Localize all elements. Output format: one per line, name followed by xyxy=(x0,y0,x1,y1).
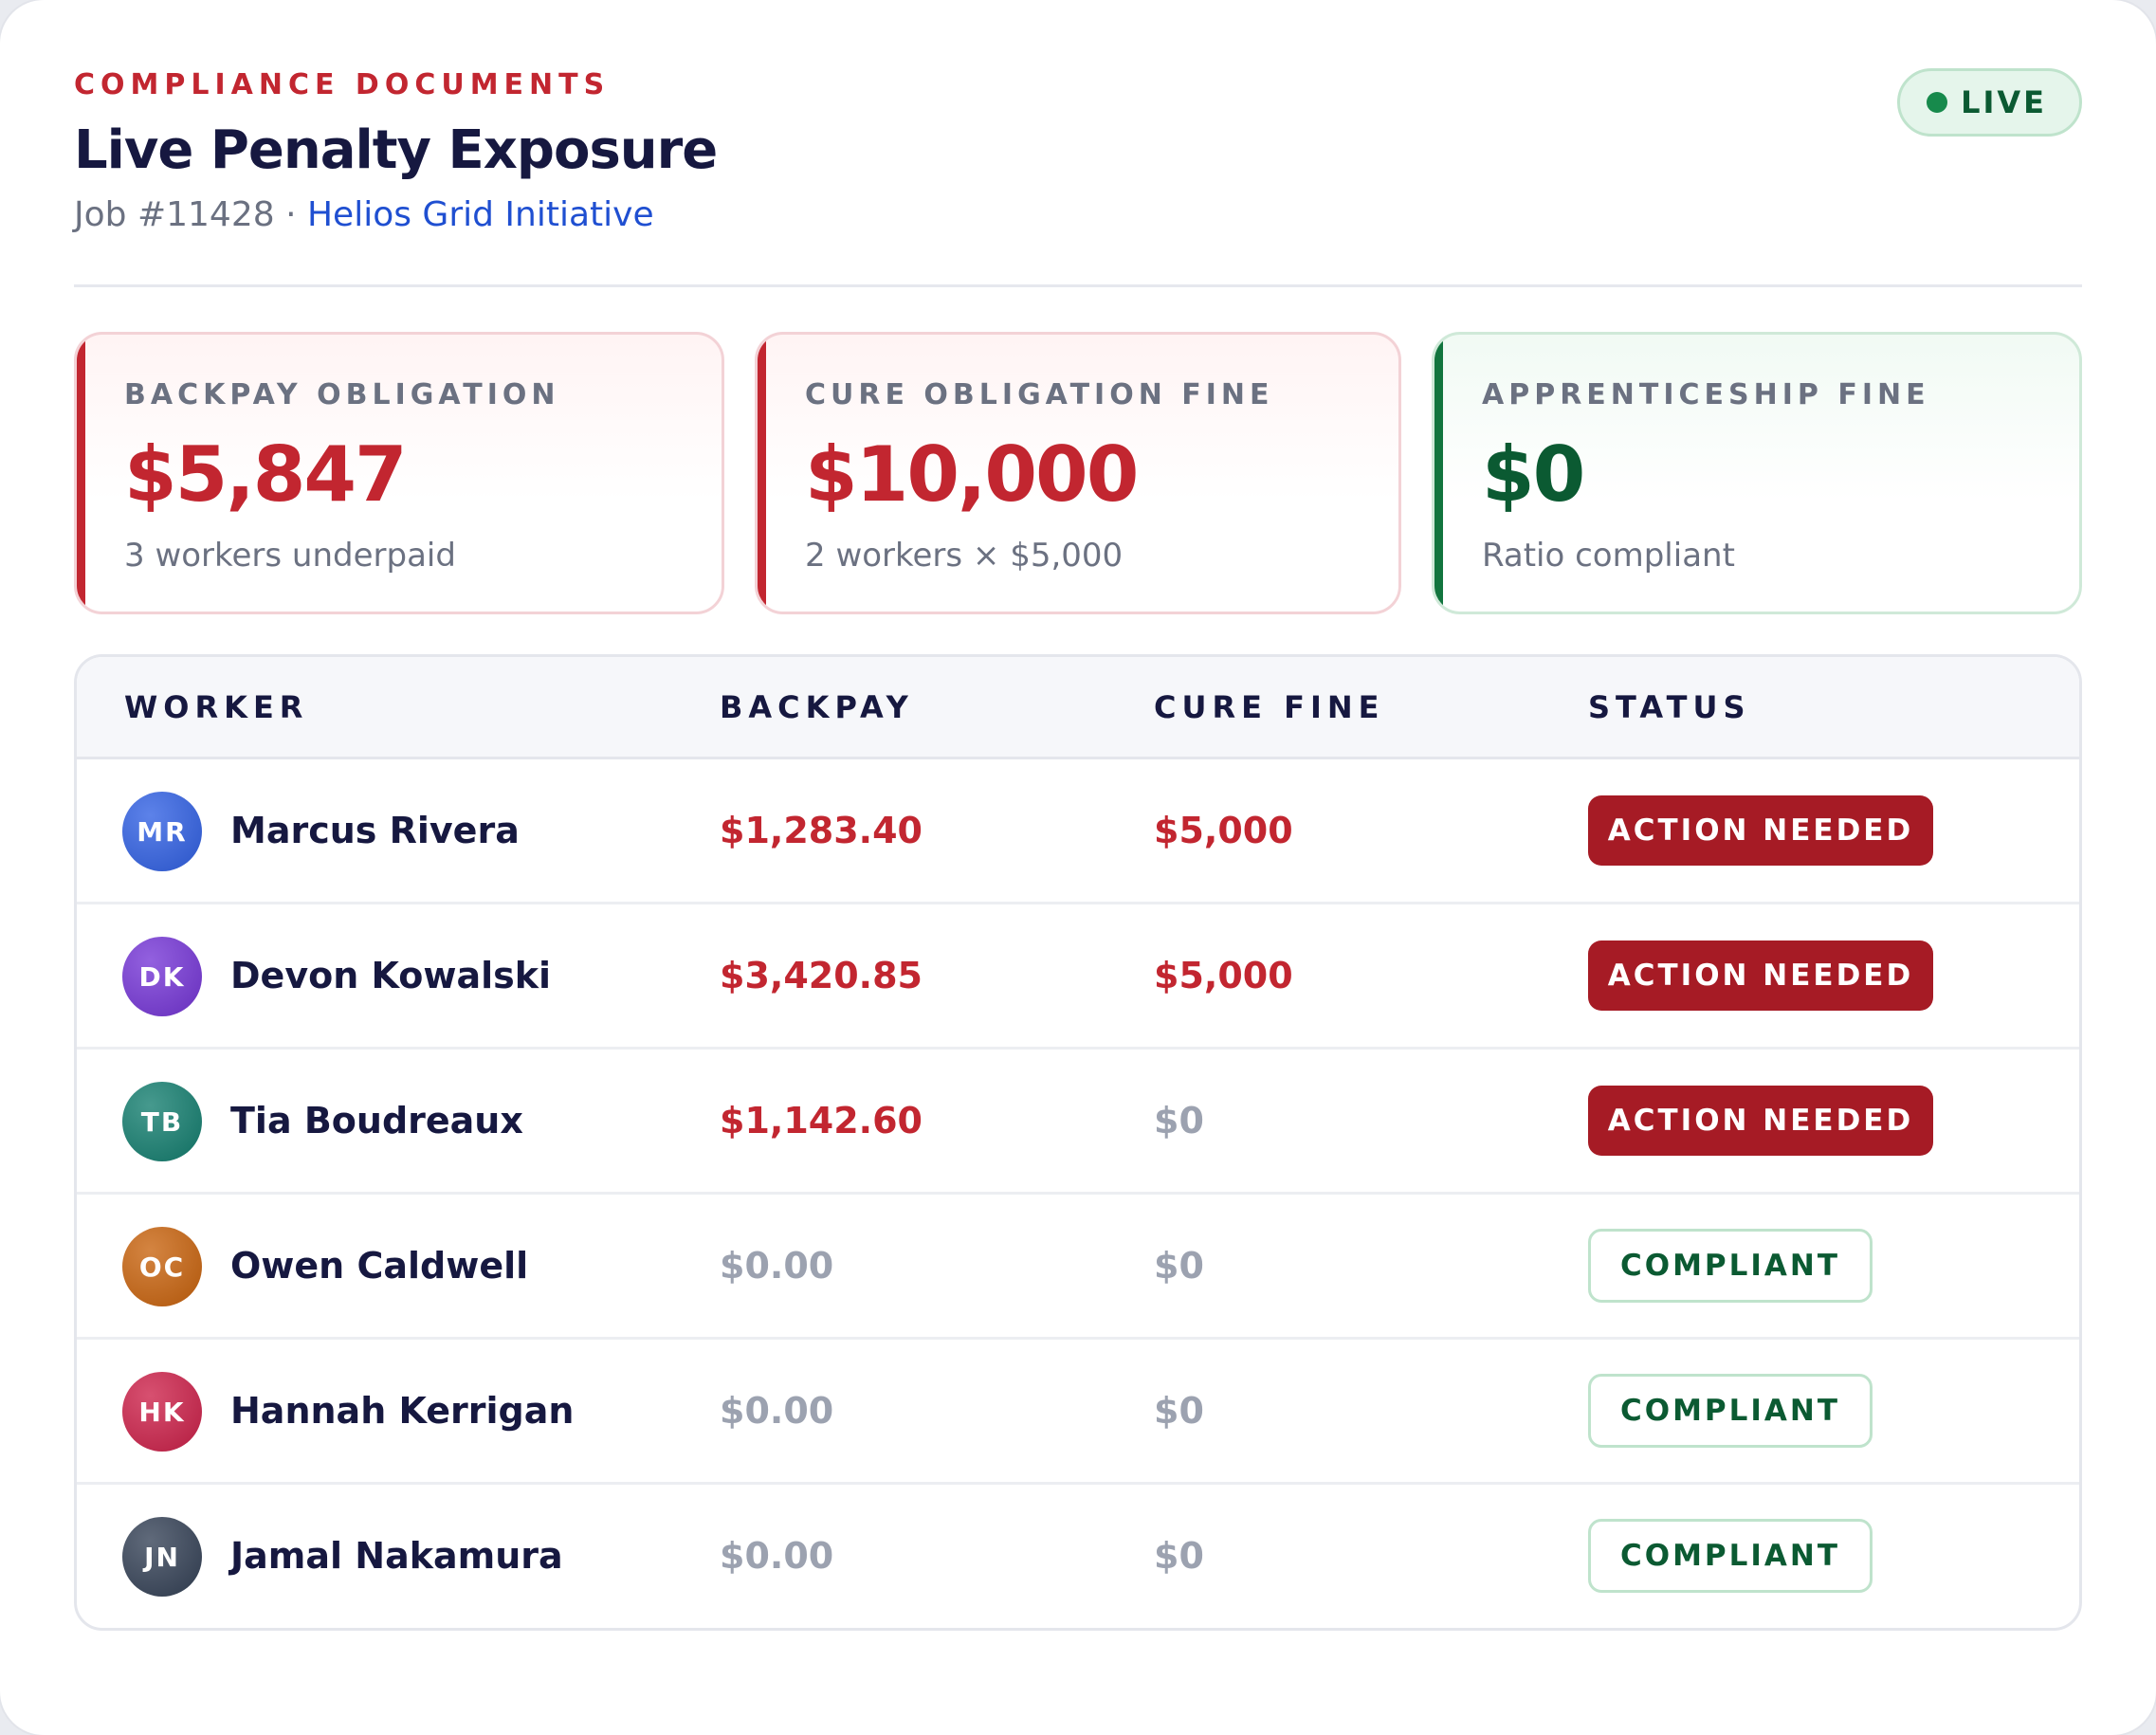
backpay-value: $0.00 xyxy=(720,1390,834,1432)
stat-card-cure-fine: CURE OBLIGATION FINE $10,000 2 workers ×… xyxy=(755,332,1401,614)
page-title: Live Penalty Exposure xyxy=(74,119,718,181)
avatar: TB xyxy=(122,1082,202,1161)
stat-note: 2 workers × $5,000 xyxy=(805,537,1124,575)
stat-label: CURE OBLIGATION FINE xyxy=(805,378,1274,411)
avatar: DK xyxy=(122,937,202,1016)
worker-name: Devon Kowalski xyxy=(230,955,552,996)
stat-value: $10,000 xyxy=(805,430,1139,519)
column-header-backpay: BACKPAY xyxy=(720,689,914,725)
table-row[interactable]: MR Marcus Rivera $1,283.40 $5,000 ACTION NEE… xyxy=(77,759,2079,904)
worker-name: Tia Boudreaux xyxy=(230,1100,523,1141)
live-status-badge: LIVE xyxy=(1897,68,2082,137)
live-label: LIVE xyxy=(1961,84,2047,120)
stat-label: BACKPAY OBLIGATION xyxy=(124,378,560,411)
cure-fine-value: $5,000 xyxy=(1154,810,1293,851)
table-row[interactable]: JN Jamal Nakamura $0.00 $0 COMPLIANT xyxy=(77,1485,2079,1628)
avatar: OC xyxy=(122,1227,202,1306)
avatar: HK xyxy=(122,1372,202,1452)
stat-card-apprenticeship-fine: APPRENTICESHIP FINE $0 Ratio compliant xyxy=(1432,332,2082,614)
worker-name: Owen Caldwell xyxy=(230,1245,529,1287)
status-badge[interactable]: ACTION NEEDED xyxy=(1588,795,1933,866)
table-row[interactable]: OC Owen Caldwell $0.00 $0 COMPLIANT xyxy=(77,1195,2079,1340)
backpay-value: $0.00 xyxy=(720,1535,834,1577)
status-badge[interactable]: ACTION NEEDED xyxy=(1588,941,1933,1011)
table-body: MR Marcus Rivera $1,283.40 $5,000 ACTION NEE… xyxy=(77,759,2079,1628)
stat-note: Ratio compliant xyxy=(1482,537,1735,575)
header-divider xyxy=(74,284,2082,287)
stat-value: $0 xyxy=(1482,430,1585,519)
backpay-value: $0.00 xyxy=(720,1245,834,1287)
workers-table: WORKER BACKPAY CURE FINE STATUS MR Marcus… xyxy=(74,654,2082,1631)
stat-accent-bar xyxy=(77,335,85,612)
worker-name: Jamal Nakamura xyxy=(230,1535,563,1577)
backpay-value: $1,142.60 xyxy=(720,1100,923,1141)
backpay-value: $1,283.40 xyxy=(720,810,923,851)
status-badge[interactable]: COMPLIANT xyxy=(1588,1519,1873,1593)
card-header: COMPLIANCE DOCUMENTS Live Penalty Exposu… xyxy=(74,66,2082,239)
stat-accent-bar xyxy=(1434,335,1443,612)
worker-name: Hannah Kerrigan xyxy=(230,1390,575,1432)
cure-fine-value: $0 xyxy=(1154,1390,1204,1432)
cure-fine-value: $0 xyxy=(1154,1535,1204,1577)
subtitle-separator: · xyxy=(274,195,307,234)
cure-fine-value: $0 xyxy=(1154,1245,1204,1287)
stat-cards: BACKPAY OBLIGATION $5,847 3 workers unde… xyxy=(74,332,2082,614)
table-header: WORKER BACKPAY CURE FINE STATUS xyxy=(77,657,2079,759)
stat-card-backpay: BACKPAY OBLIGATION $5,847 3 workers unde… xyxy=(74,332,724,614)
avatar: MR xyxy=(122,792,202,871)
section-eyebrow: COMPLIANCE DOCUMENTS xyxy=(74,68,611,101)
stat-accent-bar xyxy=(758,335,766,612)
cure-fine-value: $5,000 xyxy=(1154,955,1293,996)
avatar: JN xyxy=(122,1517,202,1597)
stat-label: APPRENTICESHIP FINE xyxy=(1482,378,1930,411)
live-dot-icon xyxy=(1927,92,1948,113)
stat-note: 3 workers underpaid xyxy=(124,537,456,575)
column-header-cure-fine: CURE FINE xyxy=(1154,689,1385,725)
cure-fine-value: $0 xyxy=(1154,1100,1204,1141)
column-header-worker: WORKER xyxy=(124,689,309,725)
table-row[interactable]: HK Hannah Kerrigan $0.00 $0 COMPLIANT xyxy=(77,1340,2079,1485)
table-row[interactable]: DK Devon Kowalski $3,420.85 $5,000 ACTION NE… xyxy=(77,904,2079,1050)
table-row[interactable]: TB Tia Boudreaux $1,142.60 $0 ACTION NEEDED xyxy=(77,1050,2079,1195)
backpay-value: $3,420.85 xyxy=(720,955,923,996)
status-badge[interactable]: COMPLIANT xyxy=(1588,1374,1873,1448)
stat-value: $5,847 xyxy=(124,430,408,519)
worker-name: Marcus Rivera xyxy=(230,810,520,851)
job-number: Job #11428 xyxy=(74,195,275,234)
status-badge[interactable]: ACTION NEEDED xyxy=(1588,1086,1933,1156)
column-header-status: STATUS xyxy=(1588,689,1751,725)
job-subtitle: Job #11428 · Helios Grid Initiative xyxy=(74,192,2082,239)
status-badge[interactable]: COMPLIANT xyxy=(1588,1229,1873,1303)
project-link[interactable]: Helios Grid Initiative xyxy=(306,195,654,234)
